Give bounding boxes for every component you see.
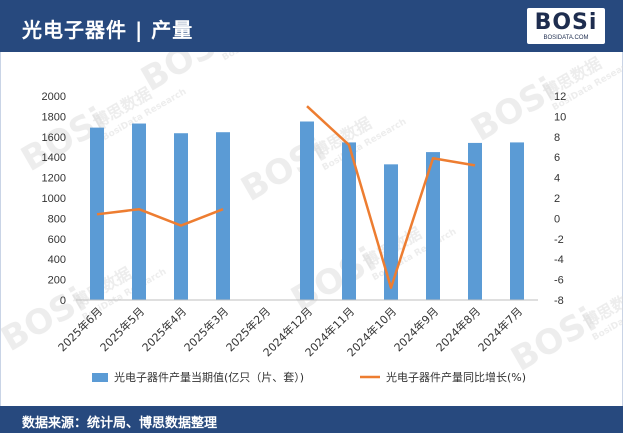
left-tick-label: 2000 bbox=[42, 91, 66, 103]
right-tick-label: 10 bbox=[554, 111, 566, 123]
x-tick-label: 2024年8月 bbox=[433, 304, 483, 354]
right-axis: -8 -6 -4 -2 0 2 4 6 8 10 12 bbox=[554, 91, 566, 307]
x-tick-label: 2025年4月 bbox=[139, 304, 189, 354]
right-tick-label: 6 bbox=[554, 152, 560, 164]
bar bbox=[342, 142, 356, 300]
bar bbox=[174, 133, 188, 300]
right-tick-label: -2 bbox=[554, 234, 564, 246]
line-series bbox=[96, 105, 476, 290]
logo-subtext: BOSIDATA.COM bbox=[543, 35, 589, 41]
line-segment bbox=[306, 105, 476, 290]
footer-bar: 数据来源：统计局、博思数据整理 bbox=[0, 406, 623, 433]
right-tick-label: -8 bbox=[554, 295, 564, 307]
bar bbox=[384, 164, 398, 300]
left-tick-label: 1800 bbox=[42, 111, 66, 123]
bar bbox=[216, 132, 230, 300]
bar-series bbox=[90, 121, 524, 301]
line-segment bbox=[96, 207, 224, 227]
chart-title: 光电子器件 | 产量 bbox=[22, 18, 194, 42]
logo-text: BOSi bbox=[534, 10, 598, 35]
header-bar: 光电子器件 | 产量 BOSi BOSIDATA.COM bbox=[0, 0, 623, 52]
right-tick-label: -4 bbox=[554, 254, 564, 266]
right-tick-label: 0 bbox=[554, 213, 560, 225]
legend: 光电子器件产量当期值(亿只（片、套）) 光电子器件产量同比增长(%) bbox=[92, 370, 526, 384]
legend-swatch-bar bbox=[92, 373, 108, 382]
legend-label-bar: 光电子器件产量当期值(亿只（片、套）) bbox=[114, 370, 304, 384]
x-tick-label: 2024年9月 bbox=[391, 304, 441, 354]
left-tick-label: 600 bbox=[48, 234, 66, 246]
left-axis: 0 200 400 600 800 1000 1200 1400 1600 1800 2000 bbox=[42, 91, 66, 307]
left-tick-label: 200 bbox=[48, 275, 66, 287]
left-tick-label: 1400 bbox=[42, 152, 66, 164]
left-tick-label: 1000 bbox=[42, 193, 66, 205]
bar bbox=[426, 152, 440, 300]
right-tick-label: 2 bbox=[554, 193, 560, 205]
bar bbox=[468, 142, 482, 300]
x-tick-label: 2025年3月 bbox=[181, 304, 231, 354]
legend-label-line: 光电子器件产量同比增长(%) bbox=[386, 370, 526, 384]
brand-logo: BOSi BOSIDATA.COM bbox=[527, 8, 605, 44]
right-tick-label: 12 bbox=[554, 91, 566, 103]
left-tick-label: 0 bbox=[60, 295, 66, 307]
watermark-en: BosiData Research bbox=[221, 52, 309, 63]
right-tick-label: -6 bbox=[554, 275, 564, 287]
right-tick-label: 8 bbox=[554, 132, 560, 144]
left-tick-label: 1600 bbox=[42, 132, 66, 144]
bar bbox=[132, 123, 146, 300]
right-tick-label: 4 bbox=[554, 173, 560, 185]
left-tick-label: 1200 bbox=[42, 173, 66, 185]
left-tick-label: 400 bbox=[48, 254, 66, 266]
x-axis: 2025年6月2025年5月2025年4月2025年3月2025年2月2024年… bbox=[55, 299, 538, 359]
left-tick-label: 800 bbox=[48, 213, 66, 225]
bar bbox=[300, 121, 314, 300]
data-source: 数据来源：统计局、博思数据整理 bbox=[22, 416, 218, 431]
bar bbox=[510, 142, 524, 300]
